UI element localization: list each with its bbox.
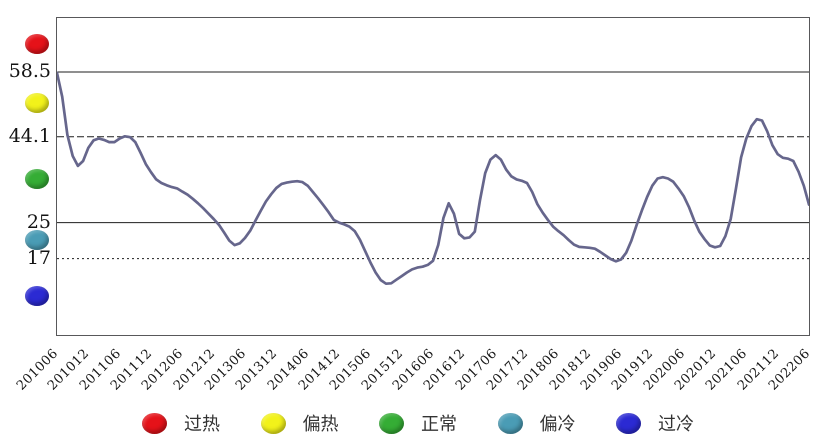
legend-item-偏冷: 偏冷 — [497, 410, 576, 436]
legend-item-过冷: 过冷 — [616, 410, 694, 436]
zone-dot-过热 — [25, 33, 49, 54]
zone-dot-正常 — [25, 168, 49, 189]
legend-label: 偏冷 — [539, 414, 576, 435]
zone-dot-偏冷 — [25, 229, 49, 250]
legend-item-过热: 过热 — [142, 410, 220, 436]
plot-area — [56, 17, 810, 336]
legend-item-正常: 正常 — [379, 410, 457, 436]
legend-label: 偏热 — [302, 414, 339, 435]
legend-dot-icon — [497, 412, 523, 434]
legend-label: 过热 — [184, 414, 220, 435]
zone-dot-过冷 — [25, 285, 49, 306]
legend-item-偏热: 偏热 — [260, 410, 339, 436]
legend: 过热 偏热 正常 偏冷 过冷 — [142, 405, 694, 441]
y-axis-label-25: 25 — [26, 210, 51, 233]
legend-dot-icon — [616, 412, 641, 434]
y-axis-label-44.1: 44.1 — [8, 124, 51, 147]
index-series-line — [57, 71, 809, 286]
legend-label: 过冷 — [658, 414, 694, 435]
plot-svg — [57, 71, 809, 286]
zone-dot-偏热 — [25, 93, 49, 114]
y-axis-label-17: 17 — [26, 246, 51, 269]
legend-dot-icon — [260, 412, 286, 434]
y-axis-label-58.5: 58.5 — [8, 59, 51, 82]
legend-label: 正常 — [421, 414, 457, 435]
legend-dot-icon — [142, 412, 167, 434]
legend-dot-icon — [379, 412, 404, 434]
